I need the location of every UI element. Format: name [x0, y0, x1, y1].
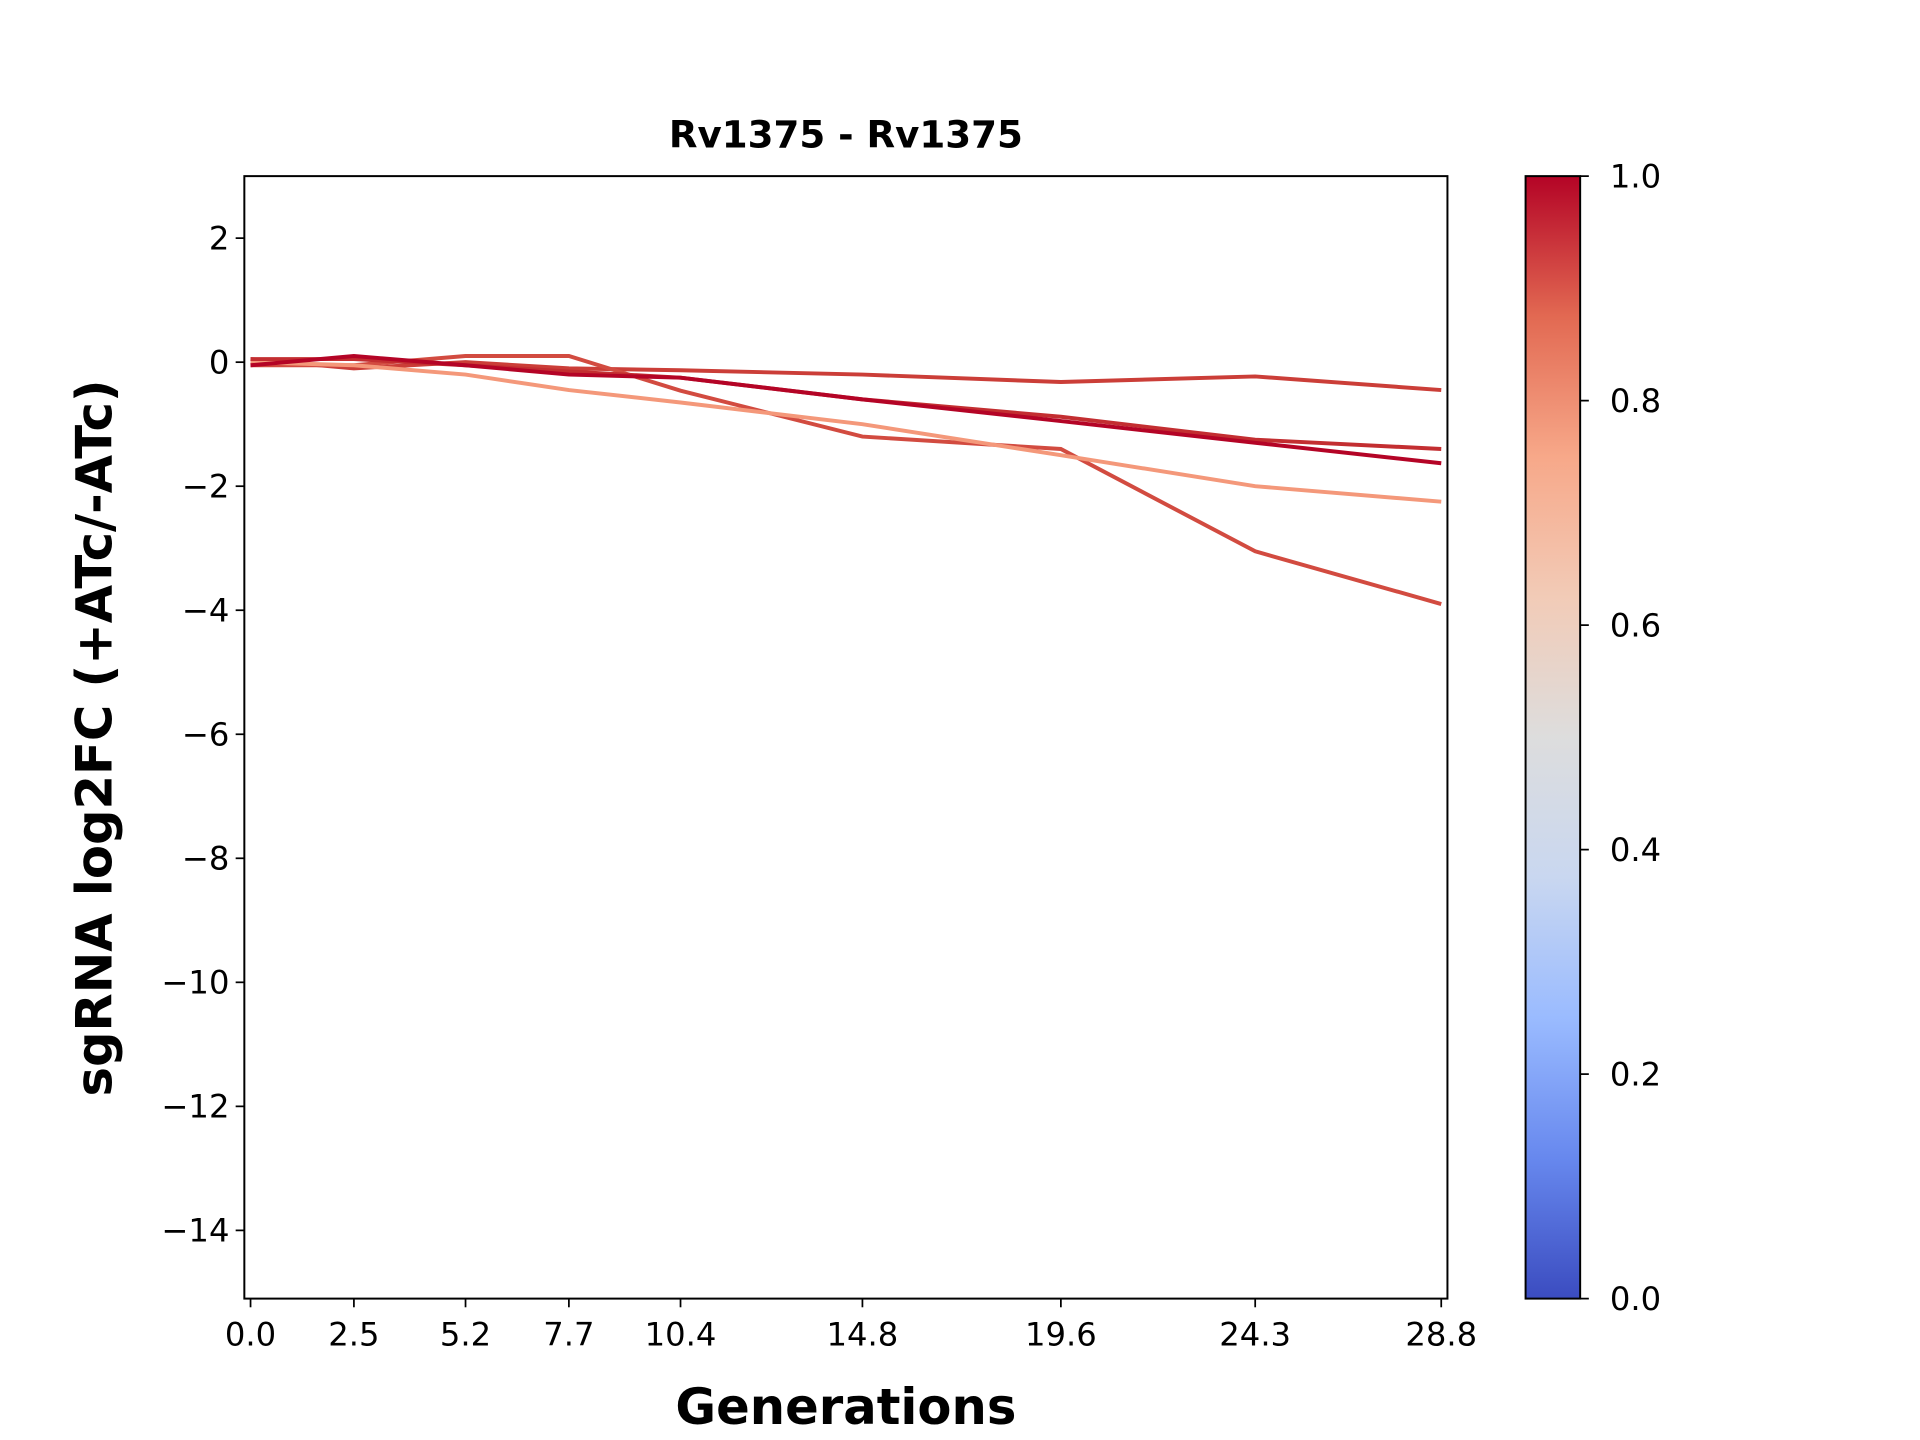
colorbar-tick-label: 0.2 [1610, 1055, 1661, 1093]
colorbar-tick-label: 0.6 [1610, 606, 1661, 644]
y-axis-label: sgRNA log2FC (+ATc/-ATc) [66, 379, 124, 1096]
chart-title: Rv1375 - Rv1375 [669, 113, 1023, 157]
y-tick-label: 0 [209, 343, 230, 381]
series-line-1 [250, 357, 1442, 393]
series-line-3 [250, 360, 1442, 504]
x-tick-label: 28.8 [1405, 1316, 1477, 1354]
x-tick-label: 19.6 [1025, 1316, 1097, 1354]
colorbar-tick-label: 0.4 [1610, 831, 1661, 869]
x-tick-label: 14.8 [827, 1316, 899, 1354]
colorbar-tick-label: 0.0 [1610, 1280, 1661, 1318]
colorbar-axis: 0.0 0.2 0.4 0.6 0.8 1.0 [1580, 157, 1661, 1318]
y-tick-label: −14 [161, 1212, 229, 1250]
series-line-2 [250, 353, 1442, 606]
x-tick-label: 24.3 [1219, 1316, 1291, 1354]
x-tick-label: 2.5 [328, 1316, 379, 1354]
colorbar-tick-label: 0.8 [1610, 382, 1661, 420]
x-tick-label: 7.7 [543, 1316, 594, 1354]
plot-area [250, 353, 1442, 606]
x-axis-label: Generations [675, 1378, 1016, 1436]
y-tick-label: −12 [161, 1088, 229, 1126]
y-tick-label: −8 [182, 839, 230, 877]
y-tick-label: −2 [182, 467, 230, 505]
y-tick-label: 2 [209, 219, 230, 257]
x-tick-label: 5.2 [440, 1316, 491, 1354]
y-axis: 2 0 −2 −4 −6 −8 −10 −12 −14 [161, 219, 245, 1250]
x-tick-label: 0.0 [225, 1316, 276, 1354]
series-line-5 [250, 353, 1442, 466]
x-axis: 0.0 2.5 5.2 7.7 10.4 14.8 19.6 24.3 28.8 [225, 1298, 1477, 1354]
x-tick-label: 10.4 [645, 1316, 717, 1354]
y-tick-label: −10 [161, 963, 229, 1001]
axes-frame [243, 175, 1449, 1300]
colorbar-tick-label: 1.0 [1610, 157, 1661, 195]
y-tick-label: −6 [182, 715, 230, 753]
y-tick-label: −4 [182, 591, 230, 629]
colorbar [1524, 175, 1582, 1300]
